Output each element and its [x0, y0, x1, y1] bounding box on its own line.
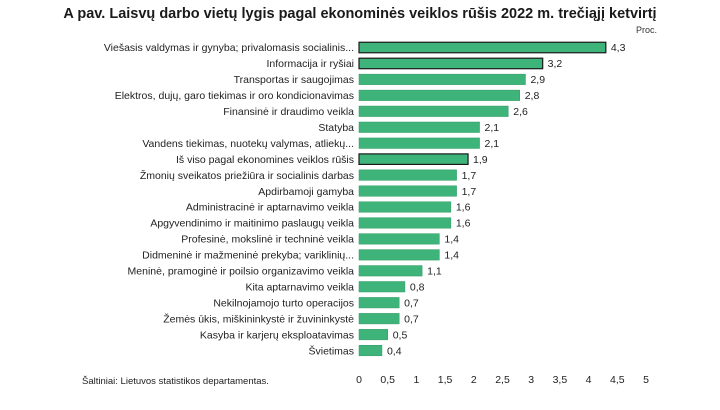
category-label: Profesinė, mokslinė ir techninė veikla: [181, 234, 354, 246]
x-tick-label: 0: [356, 374, 362, 386]
category-label: Švietimas: [308, 344, 354, 357]
bar: [358, 201, 452, 213]
category-label: Administracinė ir aptarnavimo veikla: [186, 202, 354, 214]
value-label: 0,4: [387, 345, 402, 357]
x-tick-label: 2,5: [495, 374, 510, 386]
bar: [358, 345, 383, 357]
category-label: Nekilnojamojo turto operacijos: [213, 297, 354, 309]
x-tick-label: 0,5: [380, 374, 395, 386]
category-label: Elektros, dujų, garo tiekimas ir oro kon…: [115, 90, 354, 102]
bar: [358, 217, 452, 229]
bar: [358, 297, 400, 309]
x-tick-label: 4,5: [610, 374, 625, 386]
category-label: Kasyba ir karjerų eksploatavimas: [200, 329, 354, 341]
category-label: Žmonių sveikatos priežiūra ir socialinis…: [140, 169, 354, 182]
bar: [358, 105, 509, 117]
x-tick-label: 2: [471, 374, 477, 386]
x-axis-ticks-layer: 0 0,5 1 1,5 2 2,5 3 3,5 4 4,5 5: [356, 374, 649, 386]
category-label: Viešasis valdymas ir gynyba; privalomasi…: [104, 42, 354, 54]
bar: [358, 73, 526, 85]
x-tick-label: 5: [643, 374, 649, 386]
unit-label: Proc.: [636, 25, 658, 35]
source-note: Šaltiniai: Lietuvos statistikos departam…: [82, 376, 269, 387]
value-label: 2,1: [485, 138, 500, 150]
category-label: Iš viso pagal ekonomines veiklos rūšis: [176, 154, 354, 166]
category-label: Finansinė ir draudimo veikla: [223, 106, 354, 118]
category-label: Statyba: [318, 122, 354, 134]
bar: [358, 233, 440, 245]
bar: [358, 249, 440, 261]
bar: [358, 185, 457, 197]
category-label: Transportas ir saugojimas: [234, 74, 354, 86]
value-label: 1,4: [444, 250, 459, 262]
value-label: 2,6: [513, 106, 528, 118]
category-label: Žemės ūkis, miškininkystė ir žuvininkyst…: [163, 312, 354, 325]
category-label: Informacija ir ryšiai: [266, 58, 354, 70]
category-label: Vandens tiekimas, nuotekų valymas, atlie…: [142, 138, 354, 150]
bar: [358, 137, 480, 149]
value-label: 1,6: [456, 218, 471, 230]
value-label: 1,1: [427, 266, 442, 278]
category-label: Apdirbamoji gamyba: [258, 186, 354, 198]
value-label: 1,4: [444, 234, 459, 246]
bar: [358, 153, 469, 165]
category-label: Meninė, pramoginė ir poilsio organizavim…: [128, 266, 355, 278]
category-label: Kita aptarnavimo veikla: [245, 281, 354, 293]
bar: [358, 265, 423, 277]
bar: [358, 41, 607, 54]
value-label: 1,7: [462, 170, 477, 182]
value-label: 0,8: [410, 281, 425, 293]
bar: [358, 57, 544, 70]
value-labels-layer: 4,33,22,92,82,62,12,11,91,71,71,61,61,41…: [387, 42, 626, 357]
bar: [358, 169, 457, 181]
value-label: 4,3: [611, 42, 626, 54]
bar: [358, 89, 520, 101]
value-label: 3,2: [548, 58, 563, 70]
x-tick-label: 4: [586, 374, 592, 386]
value-label: 0,7: [404, 297, 419, 309]
category-label: Didmeninė ir mažmeninė prekyba; variklin…: [142, 250, 354, 262]
value-label: 1,6: [456, 202, 471, 214]
value-label: 1,9: [473, 154, 488, 166]
value-label: 0,7: [404, 313, 419, 325]
value-label: 2,8: [525, 90, 540, 102]
bars-layer: [358, 41, 607, 357]
category-label: Apgyvendinimo ir maitinimo paslaugų veik…: [150, 218, 354, 230]
value-label: 0,5: [393, 329, 408, 341]
x-tick-label: 1: [413, 374, 419, 386]
x-tick-label: 3,5: [553, 374, 568, 386]
bar: [358, 329, 388, 341]
bar: [358, 121, 480, 133]
value-label: 2,9: [530, 74, 545, 86]
category-labels-layer: Viešasis valdymas ir gynyba; privalomasi…: [104, 42, 354, 357]
x-tick-label: 3: [528, 374, 534, 386]
bar: [358, 281, 406, 293]
value-label: 1,7: [462, 186, 477, 198]
bar: [358, 313, 400, 325]
chart-title: A pav. Laisvų darbo vietų lygis pagal ek…: [63, 6, 657, 22]
x-tick-label: 1,5: [438, 374, 453, 386]
value-label: 2,1: [485, 122, 500, 134]
